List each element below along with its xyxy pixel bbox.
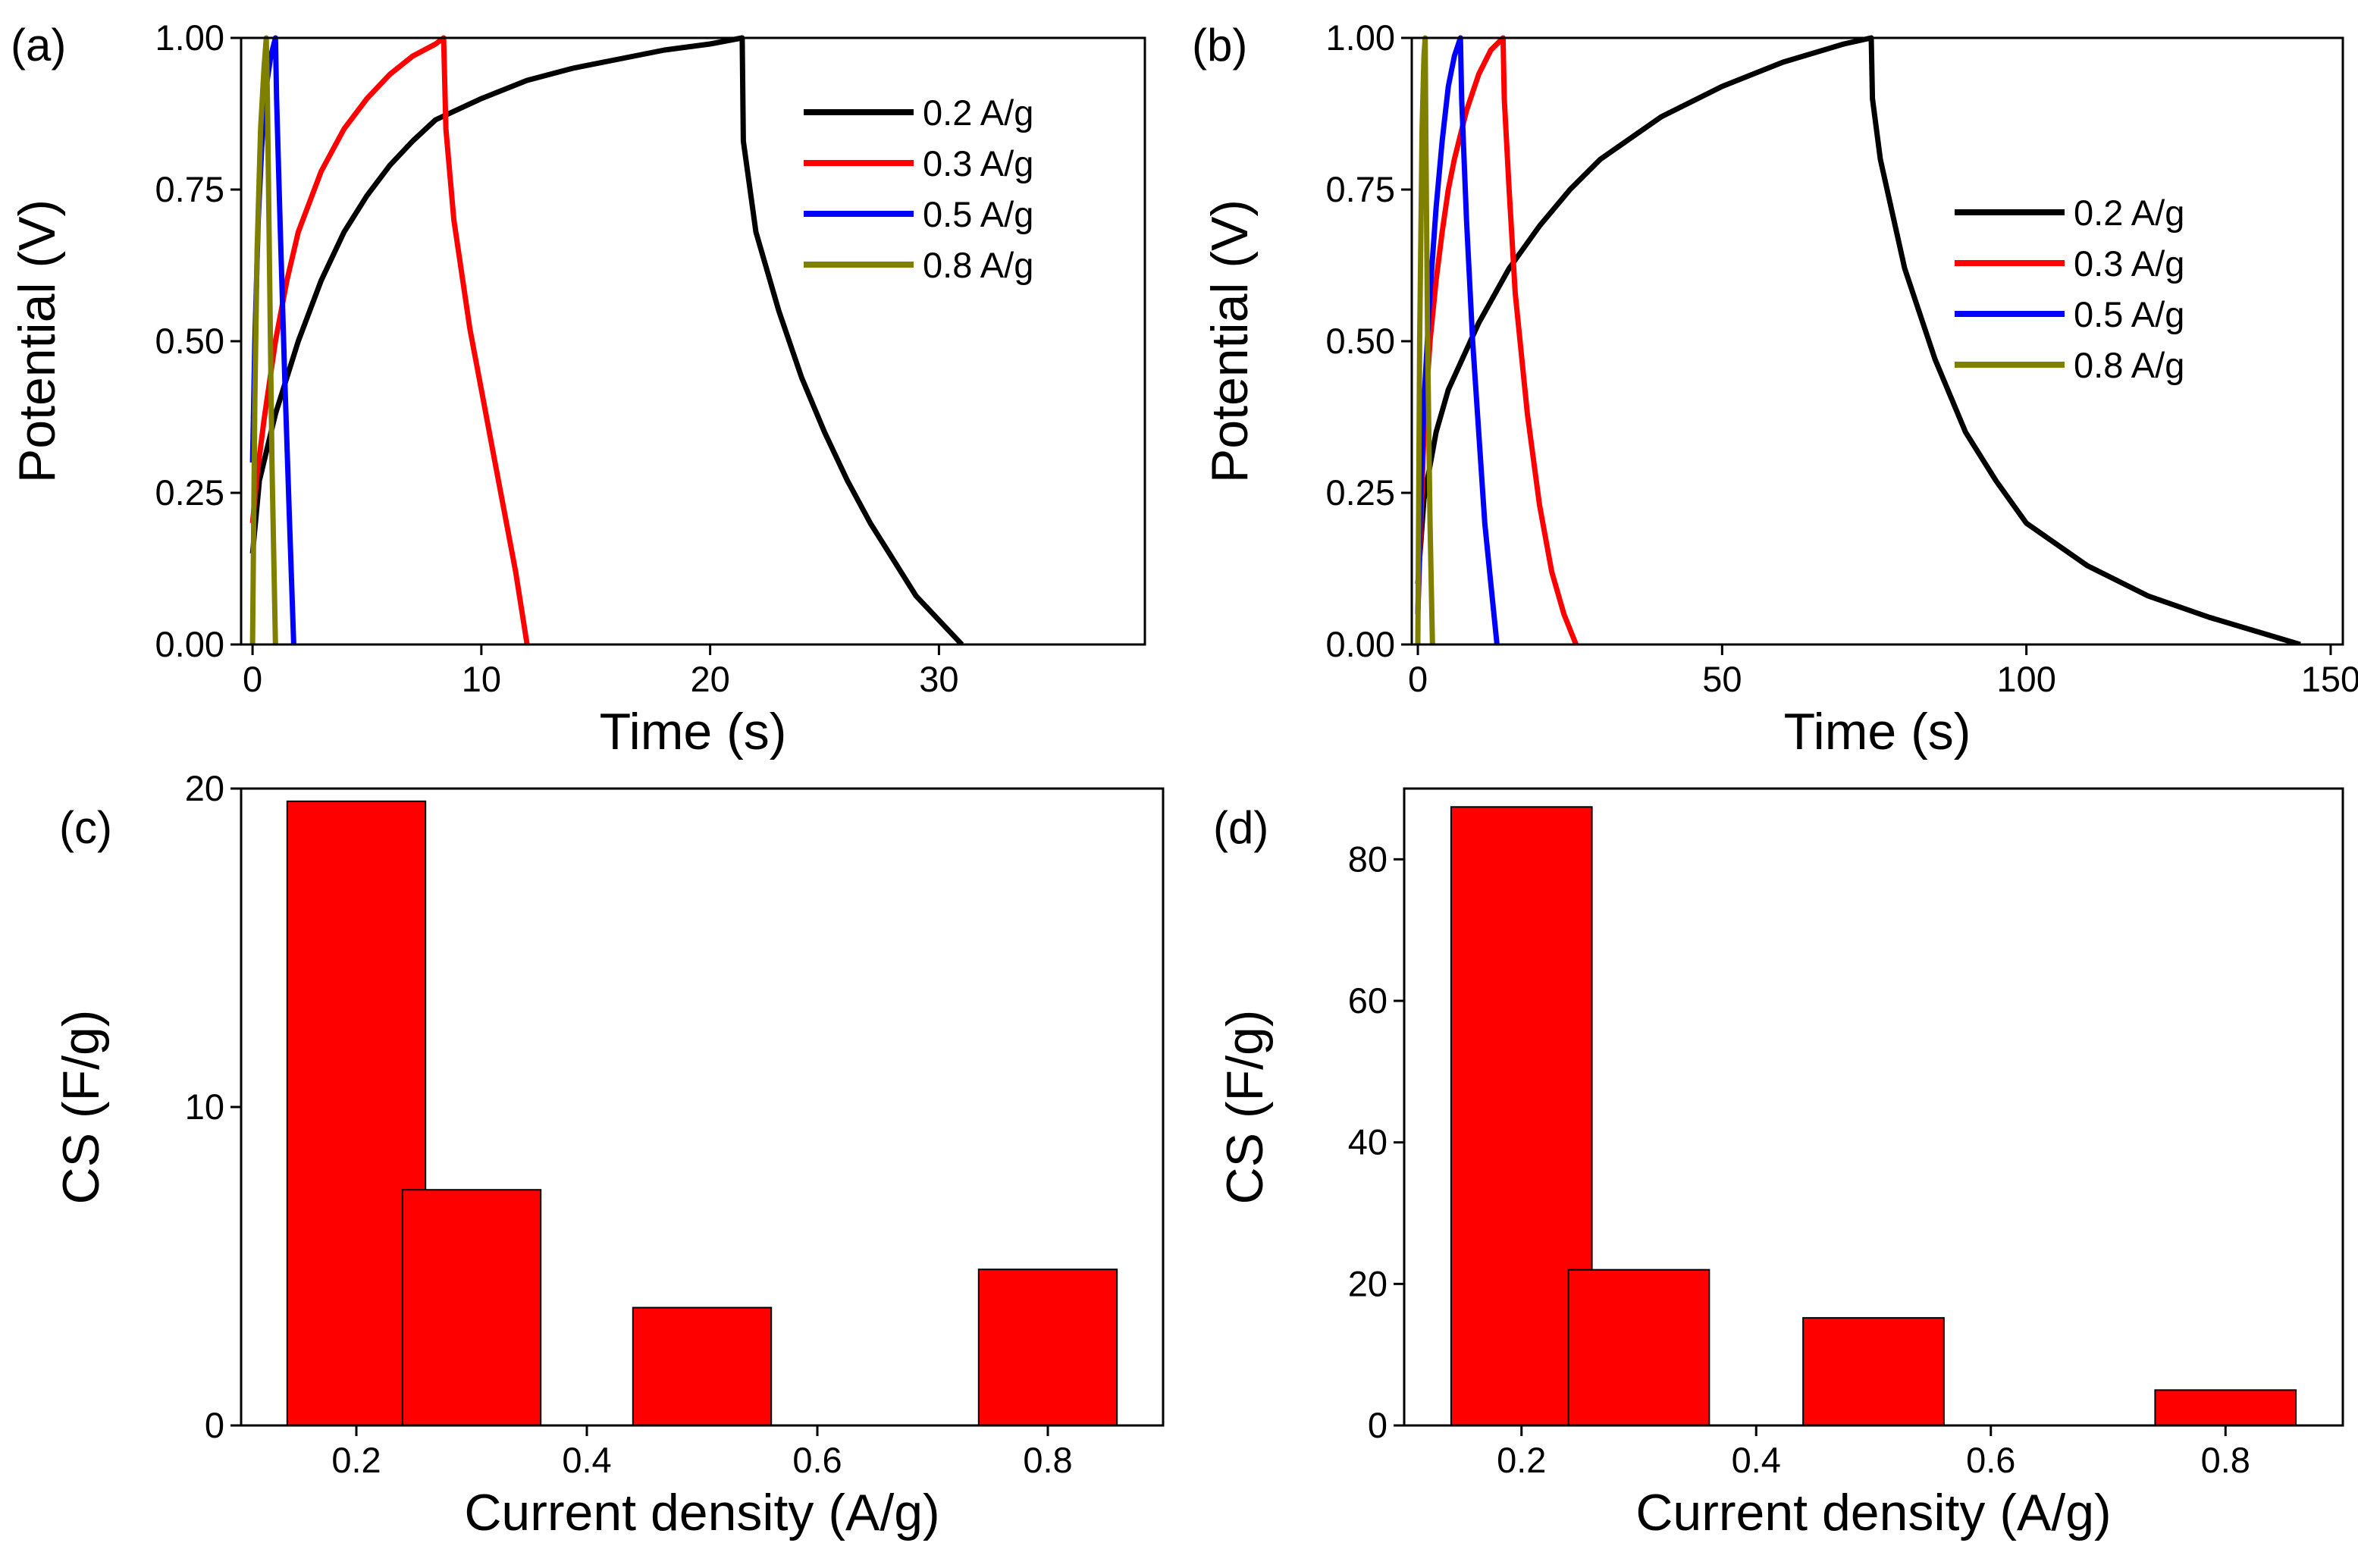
legend-label: 0.3 A/g <box>2074 243 2184 284</box>
legend: 0.2 A/g 0.3 A/g 0.5 A/g 0.8 A/g <box>804 93 1033 285</box>
x-axis-label: Time (s) <box>1784 703 1971 760</box>
bar-3 <box>1802 1317 1945 1426</box>
x-tick-label: 0 <box>1408 659 1428 699</box>
x-tick-label: 0 <box>243 659 262 699</box>
series-line-2 <box>1415 35 1579 644</box>
panel-label: (a) <box>11 20 66 71</box>
x-axis-label: Current density (A/g) <box>1635 1484 2111 1541</box>
y-tick-label: 0.25 <box>1326 472 1395 513</box>
x-tick-label: 0.2 <box>1497 1440 1546 1480</box>
y-axis-label: Potential (V) <box>1201 199 1259 483</box>
x-axis-label: Current density (A/g) <box>464 1484 939 1541</box>
x-tick-label: 10 <box>462 659 501 699</box>
panel-label: (d) <box>1213 802 1268 853</box>
bar-4 <box>2154 1389 2297 1427</box>
y-axis-label: Potential (V) <box>8 199 66 483</box>
legend-label: 0.5 A/g <box>2074 294 2184 334</box>
legend-label: 0.8 A/g <box>923 245 1033 285</box>
y-tick-label: 80 <box>1348 839 1388 879</box>
y-tick-label: 0.50 <box>1326 321 1395 361</box>
series-line-4 <box>249 35 278 644</box>
y-tick-label: 0.50 <box>155 321 224 361</box>
axes-frame <box>1403 787 2344 1427</box>
chart-panel-a: 0 10 20 30 0.00 0.25 0.50 0.75 1.00 Time (s) Poten… <box>8 17 1146 760</box>
y-tick-label: 10 <box>185 1087 224 1127</box>
series-line-2 <box>249 35 530 644</box>
y-axis-label: CS (F/g) <box>52 1010 110 1205</box>
y-tick-label: 40 <box>1348 1122 1388 1162</box>
bar-4 <box>977 1269 1118 1426</box>
y-tick-label: 1.00 <box>1326 17 1395 58</box>
y-tick-label: 1.00 <box>155 17 224 58</box>
legend-label: 0.5 A/g <box>923 194 1033 234</box>
x-tick-label: 0.6 <box>792 1440 842 1480</box>
panel-label: (b) <box>1192 20 1247 71</box>
x-tick-label: 0.4 <box>562 1440 611 1480</box>
chart-panel-c: 0.2 0.4 0.6 0.8 0 10 20 Current density (A/g) CS… <box>52 768 1165 1541</box>
x-tick-label: 0.8 <box>2201 1440 2250 1480</box>
y-tick-label: 0.00 <box>1326 624 1395 664</box>
y-tick-label: 0.25 <box>155 472 224 513</box>
x-tick-label: 0.6 <box>1966 1440 2015 1480</box>
bar-3 <box>632 1306 773 1426</box>
x-tick-label: 50 <box>1702 659 1742 699</box>
chart-panel-d: 0.2 0.4 0.6 0.8 0 20 40 60 80 Current density (A/… <box>1213 787 2344 1541</box>
y-tick-label: 0 <box>1368 1405 1388 1445</box>
y-tick-label: 20 <box>1348 1263 1388 1303</box>
chart-panel-b: 0 50 100 150 0.00 0.25 0.50 0.75 1.00 Time (s) Pot… <box>1192 17 2358 760</box>
x-tick-label: 0.4 <box>1732 1440 1781 1480</box>
legend: 0.2 A/g 0.3 A/g 0.5 A/g 0.8 A/g <box>1955 193 2184 385</box>
x-tick-label: 150 <box>2301 659 2358 699</box>
y-tick-label: 0.75 <box>1326 169 1395 209</box>
panel-label: (c) <box>59 802 112 853</box>
x-axis-label: Time (s) <box>600 703 787 760</box>
x-tick-label: 20 <box>690 659 729 699</box>
y-tick-label: 20 <box>185 768 224 808</box>
x-tick-label: 30 <box>919 659 958 699</box>
y-tick-label: 0.00 <box>155 624 224 664</box>
x-tick-label: 0.8 <box>1023 1440 1072 1480</box>
y-tick-label: 0 <box>205 1405 224 1445</box>
series-line-1 <box>1415 35 2301 644</box>
y-tick-label: 0.75 <box>155 169 224 209</box>
series-line-1 <box>249 35 964 644</box>
x-tick-label: 0.2 <box>331 1440 381 1480</box>
bar-2 <box>401 1189 542 1426</box>
bar-2 <box>1567 1269 1710 1426</box>
legend-label: 0.2 A/g <box>2074 193 2184 233</box>
x-tick-label: 100 <box>1996 659 2055 699</box>
y-axis-label: CS (F/g) <box>1216 1010 1274 1205</box>
legend-label: 0.3 A/g <box>923 143 1033 183</box>
legend-label: 0.8 A/g <box>2074 345 2184 385</box>
y-tick-label: 60 <box>1348 980 1388 1021</box>
legend-label: 0.2 A/g <box>923 93 1033 133</box>
